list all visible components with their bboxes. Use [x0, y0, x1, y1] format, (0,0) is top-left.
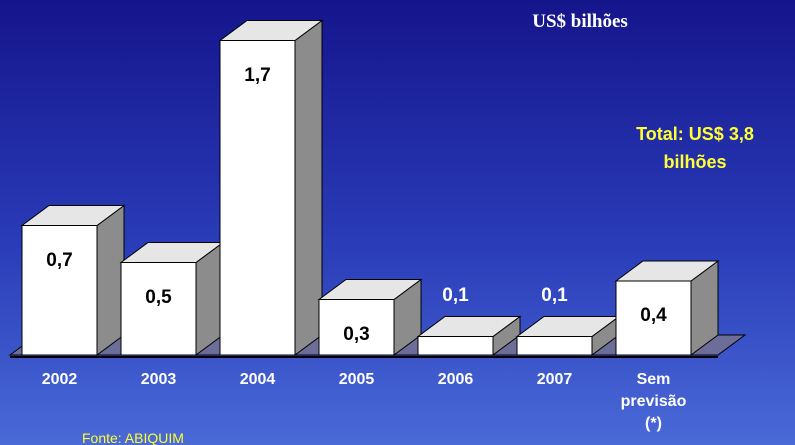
x-tick-label: 2002 [41, 371, 78, 388]
bar-side [96, 204, 125, 356]
value-label: 0,3 [343, 323, 370, 345]
value-label: 0,1 [541, 284, 568, 306]
x-tick-label: 2004 [239, 371, 276, 388]
bar [516, 336, 593, 356]
value-label: 0,1 [442, 284, 469, 306]
x-tick-label: 2003 [140, 371, 177, 388]
value-label: 0,4 [640, 305, 667, 326]
x-tick-label: 2007 [536, 371, 573, 388]
value-label: 0,7 [46, 249, 73, 271]
bar [219, 40, 296, 356]
bar-side [294, 19, 323, 356]
bar [615, 280, 692, 356]
source: Fonte: ABIQUIM [82, 430, 184, 445]
chart-title: US$ bilhões [532, 11, 628, 32]
x-tick-label: 2006 [437, 371, 474, 388]
x-tick-label: 2005 [338, 371, 375, 388]
value-label: 1,7 [244, 64, 271, 86]
bar [318, 299, 395, 356]
bar [417, 336, 494, 356]
total-annotation: Total: US$ 3,8 bilhões [636, 124, 754, 172]
bar [21, 225, 98, 356]
x-tick-label: Sem previsão (*) [620, 371, 687, 432]
value-label: 0,5 [145, 286, 172, 308]
bar [120, 262, 197, 356]
